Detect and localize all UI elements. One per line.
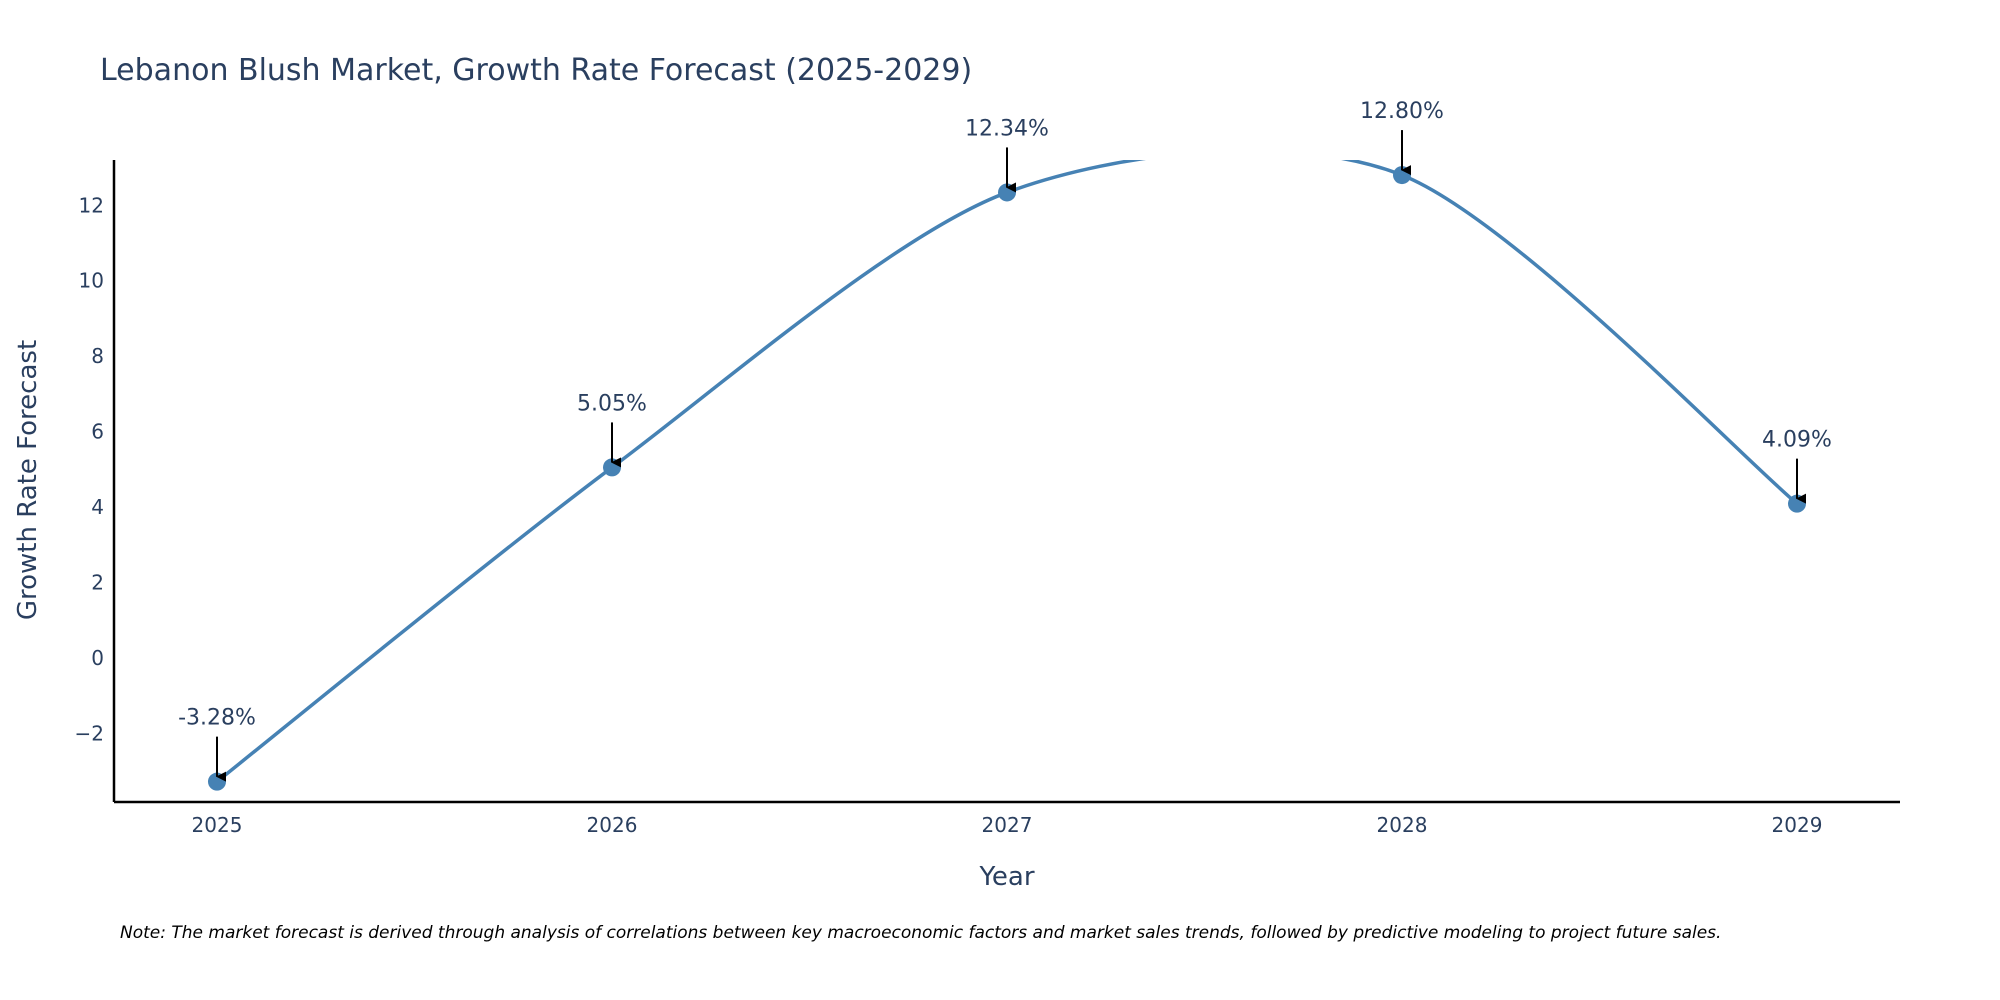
y-tick-label: 6 <box>91 420 104 444</box>
data-label-2025: -3.28% <box>178 706 256 731</box>
data-label-2028: 12.80% <box>1360 99 1444 124</box>
data-label-2027: 12.34% <box>965 116 1049 141</box>
y-tick-label: 2 <box>91 570 104 594</box>
y-tick-label: 0 <box>91 646 104 670</box>
data-annotations: -3.28% 5.05% 12.34% 12.80% 4.09% <box>178 99 1832 782</box>
x-axis-ticks: 2025 2026 2027 2028 2029 <box>192 813 1823 837</box>
y-axis-title: Growth Rate Forecast <box>13 340 43 620</box>
chart-title: Lebanon Blush Market, Growth Rate Foreca… <box>100 53 972 88</box>
y-tick-label: 8 <box>91 344 104 368</box>
data-label-2026: 5.05% <box>577 391 647 416</box>
y-tick-label: 4 <box>91 495 104 519</box>
data-label-2029: 4.09% <box>1762 428 1832 453</box>
x-tick-label: 2027 <box>982 813 1033 837</box>
footnote: Note: The market forecast is derived thr… <box>120 923 1721 943</box>
x-tick-label: 2028 <box>1377 813 1428 837</box>
x-tick-label: 2026 <box>587 813 638 837</box>
y-tick-label: 12 <box>79 193 104 217</box>
y-axis-ticks: −2 0 2 4 6 8 10 12 <box>75 193 104 745</box>
y-tick-label: 10 <box>79 269 104 293</box>
series-line <box>215 160 1799 784</box>
x-axis-title: Year <box>978 862 1034 892</box>
y-tick-label: −2 <box>75 721 104 745</box>
x-tick-label: 2029 <box>1772 813 1823 837</box>
data-markers <box>208 166 1806 791</box>
x-tick-label: 2025 <box>192 813 243 837</box>
